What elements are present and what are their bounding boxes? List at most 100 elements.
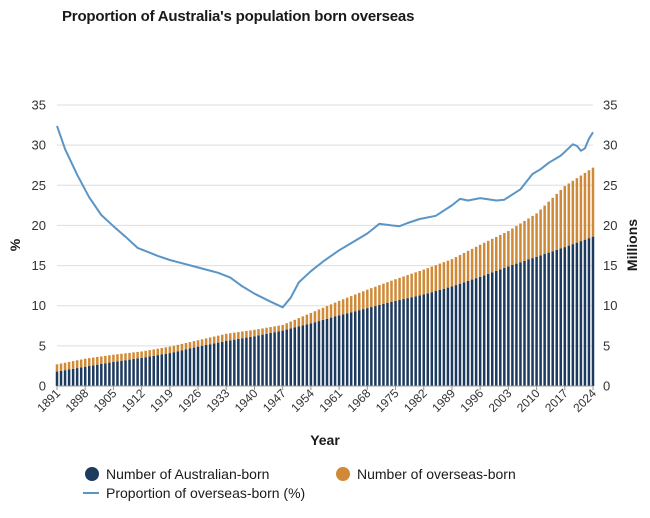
bar-overseas-born [523,220,526,261]
bar-australian-born [237,338,240,386]
bar-australian-born [313,322,317,386]
bar-overseas-born [551,197,554,252]
bar-australian-born [486,273,490,386]
bar-australian-born [63,370,67,386]
bar-australian-born [148,356,151,386]
bar-australian-born [438,289,442,386]
bar-australian-born [499,269,502,386]
bar-overseas-born [390,280,393,302]
bar-australian-born [59,370,63,386]
x-tick-label: 1968 [345,386,374,415]
legend-item-overseas-born[interactable]: Number of overseas-born [336,466,516,482]
left-tick-label: 15 [32,258,46,273]
bar-australian-born [309,323,313,386]
bar-overseas-born [398,277,401,300]
bar-overseas-born [353,294,357,312]
bar-australian-born [442,288,446,386]
bar-overseas-born [156,348,160,356]
bar-overseas-born [309,312,313,324]
bar-australian-born [160,354,164,386]
bar-overseas-born [237,332,240,339]
bar-overseas-born [148,350,151,357]
bar-overseas-born [325,306,329,319]
bar-overseas-born [104,355,107,364]
x-tick-label: 1926 [175,386,204,415]
bar-overseas-born [164,347,168,354]
bar-australian-born [547,252,550,386]
bar-australian-born [108,362,111,386]
bar-australian-born [116,361,119,386]
bar-overseas-born [168,346,172,354]
bar-overseas-born [108,355,111,363]
bar-australian-born [277,331,280,386]
bar-australian-born [216,342,220,386]
bar-overseas-born [180,343,184,351]
bar-overseas-born [333,302,337,317]
right-tick-label: 15 [603,258,617,273]
bar-overseas-born [543,205,546,254]
bar-overseas-born [301,316,305,326]
bar-australian-born [523,260,526,386]
x-tick-label: 1975 [373,386,402,415]
left-axis-title: % [7,238,23,251]
right-tick-label: 25 [603,178,617,193]
bar-overseas-born [515,226,518,264]
legend-swatch-overseas-born [336,467,350,481]
bar-overseas-born [277,325,280,332]
bar-overseas-born [313,311,317,323]
bar-australian-born [184,349,188,386]
bar-overseas-born [591,167,595,237]
bar-overseas-born [257,329,260,336]
bar-overseas-born [378,285,381,306]
bar-australian-born [349,312,353,386]
bar-overseas-born [172,345,176,353]
bar-australian-born [519,262,522,386]
bar-australian-born [301,325,305,386]
bar-overseas-born [446,260,450,288]
bar-australian-born [511,264,514,386]
bar-australian-born [414,296,417,386]
bar-australian-born [71,368,75,386]
bar-australian-born [317,321,321,386]
proportion-line [56,125,594,309]
bar-australian-born [458,283,462,386]
bar-overseas-born [144,350,147,358]
bar-australian-born [241,338,244,386]
bar-overseas-born [370,288,373,308]
bar-australian-born [406,298,409,386]
bar-australian-born [390,301,393,386]
bar-australian-born [482,275,486,386]
legend-item-proportion[interactable]: Proportion of overseas-born (%) [83,485,305,501]
bar-overseas-born [555,193,558,250]
bar-australian-born [353,311,357,386]
bar-australian-born [176,351,180,386]
bar-overseas-born [386,282,389,303]
bar-overseas-born [341,299,345,315]
bar-overseas-born [87,358,91,367]
bar-australian-born [265,333,268,386]
bar-overseas-born [478,244,482,277]
bar-australian-born [168,353,172,386]
bar-overseas-born [410,273,413,298]
bar-australian-born [245,337,248,386]
bar-australian-born [87,366,91,386]
bar-australian-born [402,299,405,386]
bar-australian-born [204,345,208,386]
bar-australian-born [180,350,184,386]
bar-australian-born [587,238,591,386]
bar-australian-born [434,291,438,386]
right-tick-label: 30 [603,138,617,153]
bar-overseas-born [132,352,135,360]
bar-australian-born [362,309,365,386]
bar-australian-born [333,316,337,386]
bar-overseas-born [128,352,131,360]
bar-overseas-born [261,328,264,335]
bar-overseas-born [418,270,421,296]
bar-australian-born [249,336,252,386]
bar-australian-born [208,344,212,386]
left-tick-label: 30 [32,138,46,153]
bar-overseas-born [273,326,276,333]
bar-australian-born [156,355,160,386]
legend-item-australian-born[interactable]: Number of Australian-born [85,466,269,482]
bar-overseas-born [200,339,204,346]
